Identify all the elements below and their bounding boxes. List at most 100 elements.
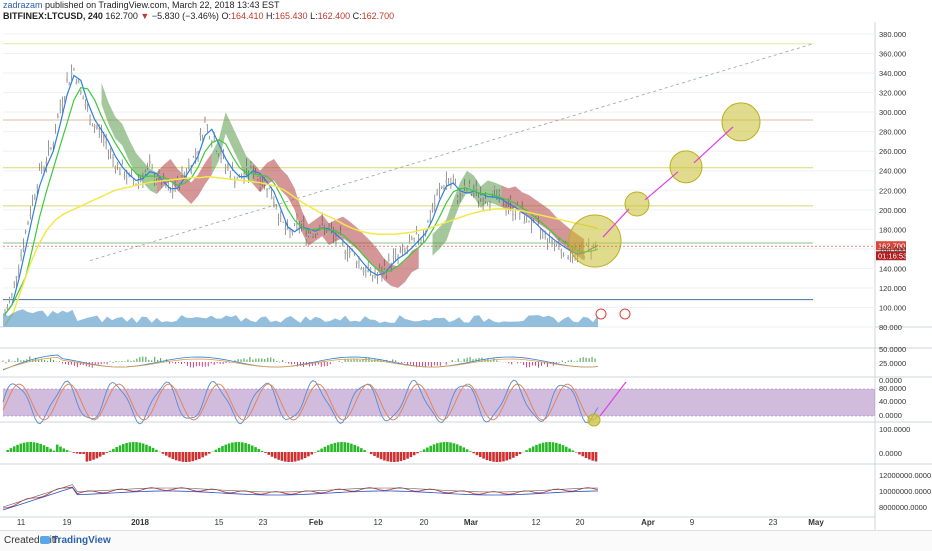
candle-body — [6, 307, 8, 309]
candle-body — [429, 219, 431, 221]
candle-body — [395, 253, 397, 254]
oscillator-bar — [426, 447, 429, 452]
candle-body — [446, 180, 448, 183]
candle-body — [466, 191, 468, 192]
oscillator-bar — [152, 448, 155, 452]
y-tick-label: 380.000 — [879, 30, 906, 39]
candle-body — [308, 234, 310, 236]
candle-body — [80, 91, 82, 93]
candle-body — [257, 177, 259, 179]
candle-body — [519, 212, 521, 214]
oscillator-bar — [380, 452, 383, 459]
candle-body — [59, 108, 61, 109]
candle-body — [273, 202, 275, 204]
candle-body — [349, 251, 351, 253]
author-name[interactable]: zadrazam — [3, 0, 43, 10]
oscillator-bar — [102, 452, 105, 455]
candle-body — [27, 222, 29, 224]
oscillator-bar — [267, 452, 270, 455]
candle-body — [287, 228, 289, 230]
candle-body — [285, 228, 287, 230]
candle-body — [115, 166, 117, 169]
oscillator-bar — [119, 445, 122, 452]
oscillator-bar — [410, 452, 413, 457]
candle-body — [547, 242, 549, 243]
oscillator-bar — [581, 452, 584, 456]
oscillator-bar — [56, 445, 59, 452]
oscillator-bar — [340, 442, 343, 452]
candle-body — [52, 144, 54, 145]
oscillator-bar — [360, 448, 363, 452]
candle-body — [36, 187, 38, 188]
oscillator-bar — [539, 444, 542, 452]
oscillator-bar — [555, 443, 558, 452]
candle-body — [485, 199, 487, 201]
oscillator-bar — [76, 452, 79, 454]
oscillator-bar — [86, 452, 89, 462]
oscillator-bar — [165, 452, 168, 456]
oscillator-bar — [393, 452, 396, 462]
oscillator-bar — [337, 442, 340, 452]
candle-body — [468, 184, 470, 185]
y-tick-label: 100.000 — [879, 303, 906, 312]
oscillator-bar — [373, 452, 376, 456]
oscillator-bar — [82, 452, 85, 454]
candle-body — [508, 207, 510, 208]
oscillator-bar — [195, 452, 198, 460]
candle-body — [406, 247, 408, 250]
candle-body — [491, 191, 493, 193]
candle-body — [151, 168, 153, 170]
candle-body — [66, 79, 68, 81]
candle-body — [103, 136, 105, 138]
oscillator-bar — [182, 452, 185, 462]
candle-body — [478, 198, 480, 201]
oscillator-bar — [353, 445, 356, 452]
oscillator-bar — [162, 452, 165, 454]
candle-body — [310, 234, 312, 236]
event-flag-icon — [596, 309, 606, 319]
candle-body — [358, 261, 360, 262]
ohlc-values: O:164.410 H:165.430 L:162.400 C:162.700 — [221, 11, 394, 21]
candle-body — [209, 138, 211, 139]
candle-body — [540, 230, 542, 231]
candle-body — [521, 209, 523, 210]
oscillator-bar — [238, 442, 241, 452]
oscillator-bar — [535, 445, 538, 452]
x-tick-label: 12 — [532, 518, 541, 527]
candle-body — [554, 242, 556, 244]
candle-body — [117, 163, 119, 165]
candle-body — [383, 266, 385, 267]
stoch-axis-label: 0.0000 — [879, 411, 902, 420]
candle-body — [220, 159, 222, 160]
candle-body — [413, 238, 415, 239]
oscillator-bar — [49, 449, 52, 452]
candle-body — [494, 187, 496, 189]
candle-body — [347, 252, 349, 254]
tradingview-brand[interactable]: TradingView — [52, 531, 111, 551]
candle-body — [282, 222, 284, 223]
oscillator-bar — [565, 447, 568, 452]
oscillator-bar — [145, 445, 148, 452]
oscillator-bar — [23, 443, 26, 452]
candle-body — [149, 161, 151, 164]
x-tick-label: Apr — [641, 518, 655, 527]
oscillator-bar — [208, 452, 211, 454]
candle-body — [464, 185, 466, 187]
candle-body — [138, 180, 140, 182]
oscillator-bar — [317, 451, 320, 452]
last-price: 162.700 — [105, 11, 138, 21]
oscillator-bar — [215, 450, 218, 452]
oscillator-bar — [251, 445, 254, 452]
oscillator-bar — [228, 443, 231, 452]
candle-body — [317, 234, 319, 235]
y-tick-label: 200.000 — [879, 206, 906, 215]
candle-body — [112, 157, 114, 158]
candle-body — [294, 223, 296, 224]
oscillator-bar — [449, 442, 452, 452]
oscillator-bar — [291, 452, 294, 462]
oscillator-bar — [310, 452, 313, 454]
oscillator-bar — [188, 452, 191, 462]
candle-body — [487, 204, 489, 205]
x-tick-label: 20 — [576, 518, 585, 527]
